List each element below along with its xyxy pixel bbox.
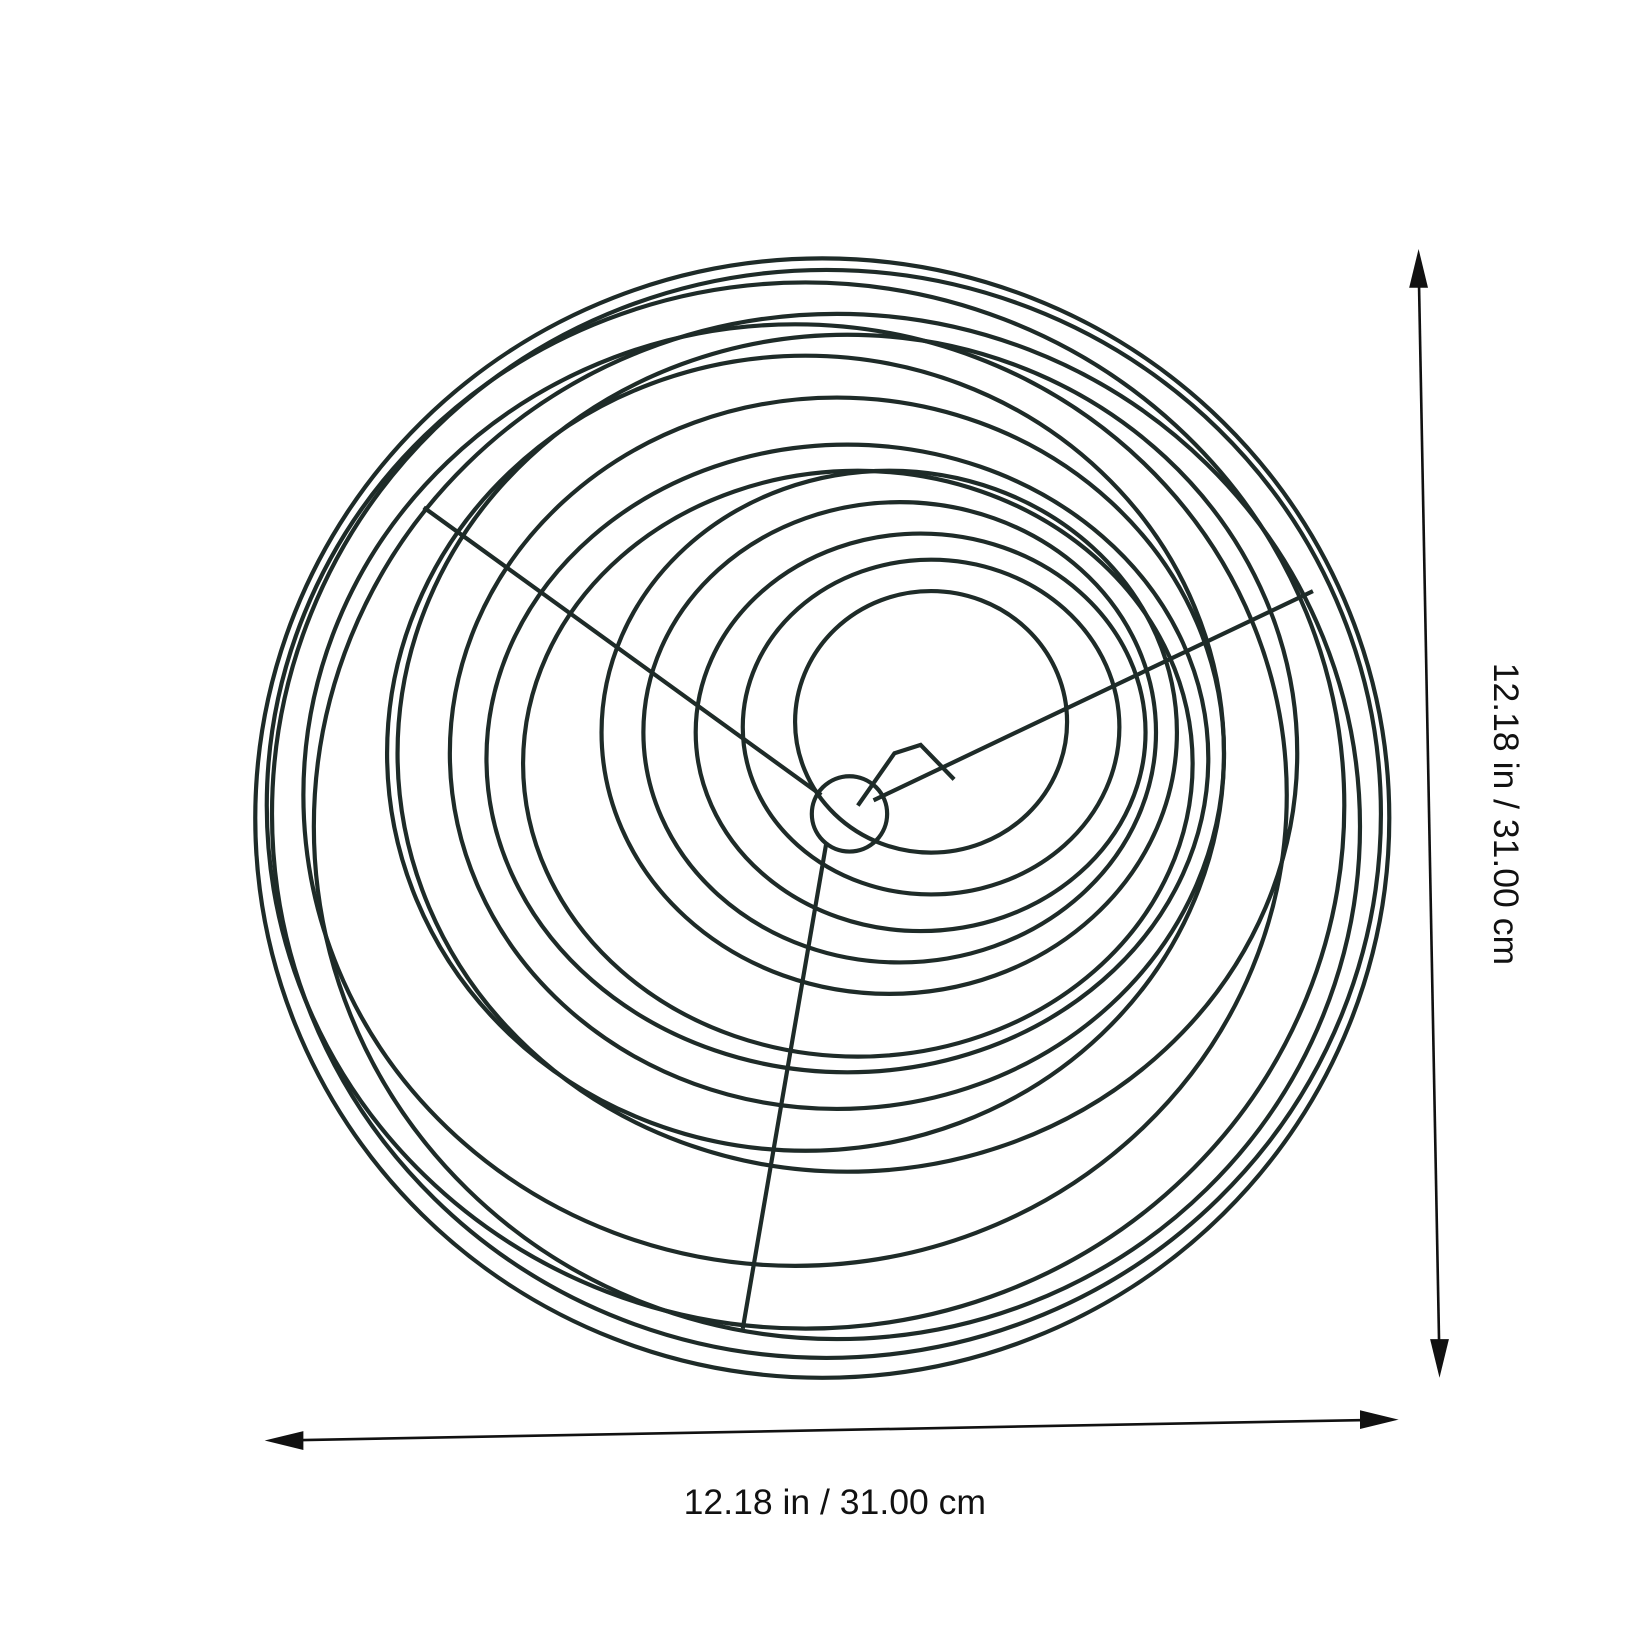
arrow-head <box>1430 1339 1449 1378</box>
width-dimension: 12.18 in / 31.00 cm <box>264 1410 1399 1522</box>
wire-frame <box>253 256 1392 1380</box>
arrow-head <box>1360 1410 1399 1430</box>
width-arrow <box>277 1418 1387 1442</box>
height-label: 12.18 in / 31.00 cm <box>1486 663 1526 965</box>
width-label: 12.18 in / 31.00 cm <box>684 1482 986 1522</box>
height-arrow <box>1417 261 1441 1366</box>
arrow-head <box>1409 248 1428 288</box>
arrow-head <box>264 1431 304 1450</box>
height-dimension: 12.18 in / 31.00 cm <box>1409 248 1526 1378</box>
